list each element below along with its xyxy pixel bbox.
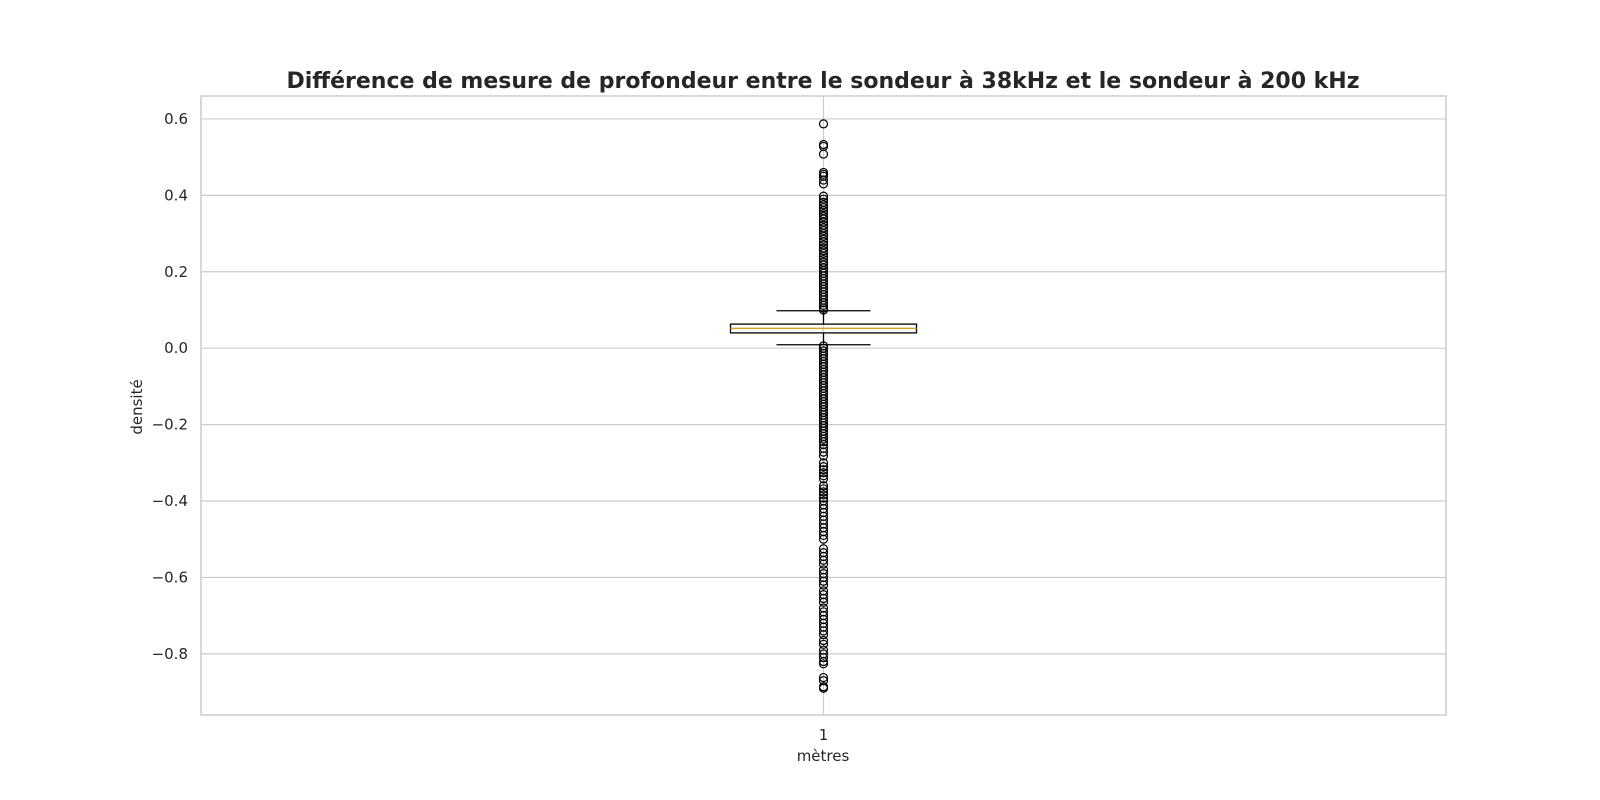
y-tick-label: 0.0 xyxy=(164,339,188,357)
outlier-point xyxy=(818,451,829,461)
outlier-point xyxy=(818,175,829,185)
outlier-point xyxy=(818,555,829,565)
outlier-point xyxy=(818,487,829,497)
chart-title: Différence de mesure de profondeur entre… xyxy=(286,69,1359,94)
plot-frame xyxy=(200,95,1447,716)
outlier-point xyxy=(818,534,829,544)
outlier-point xyxy=(818,434,829,444)
y-tick-label: −0.8 xyxy=(152,645,188,663)
outlier-point xyxy=(818,576,829,586)
y-axis-label: densité xyxy=(128,379,146,434)
outlier-point xyxy=(818,119,829,129)
outlier-point xyxy=(818,490,829,500)
outlier-point xyxy=(818,191,829,201)
outlier-point xyxy=(818,462,829,472)
outlier-point xyxy=(818,437,829,447)
y-tick-label: 0.2 xyxy=(164,263,188,281)
outlier-point xyxy=(818,447,829,457)
outlier-point xyxy=(818,298,829,308)
outlier-point xyxy=(818,672,829,683)
outlier-point xyxy=(818,468,829,478)
y-tick-label: −0.6 xyxy=(152,568,188,586)
outlier-point xyxy=(818,248,829,259)
outlier-point xyxy=(818,530,829,541)
outlier-point xyxy=(818,656,829,667)
x-axis-label: mètres xyxy=(797,747,850,765)
outlier-point xyxy=(818,559,829,569)
outlier-point xyxy=(818,653,829,663)
y-tick-label: 0.4 xyxy=(164,186,188,204)
outlier-point xyxy=(818,493,829,503)
outlier-point xyxy=(818,597,829,607)
y-tick-label: −0.4 xyxy=(152,492,188,510)
y-axis-ticks: 0.6 0.4 0.2 0.0 −0.2 −0.4 −0.6 −0.8 xyxy=(152,110,188,663)
outlier-point xyxy=(818,465,829,475)
outlier-point xyxy=(818,214,829,224)
outlier-point xyxy=(818,471,829,481)
outlier-point xyxy=(818,639,829,649)
outlier-point xyxy=(818,458,829,468)
x-axis-ticks: 1 xyxy=(819,726,829,744)
outlier-point xyxy=(818,593,829,604)
outlier-point xyxy=(818,659,829,669)
outlier-point xyxy=(818,635,829,646)
outlier-point xyxy=(818,231,829,241)
outlier-point xyxy=(818,630,829,640)
outlier-point xyxy=(818,474,829,484)
y-tick-label: −0.2 xyxy=(152,416,188,434)
outlier-point xyxy=(818,179,829,189)
outlier-point xyxy=(818,149,829,159)
outlier-point xyxy=(818,580,829,590)
x-tick-label: 1 xyxy=(819,726,829,744)
box-plot-series xyxy=(729,310,918,346)
outlier-point xyxy=(818,481,829,491)
outlier-point xyxy=(818,225,829,236)
outlier-point xyxy=(818,300,829,310)
outlier-point xyxy=(818,683,829,693)
outlier-point xyxy=(818,484,829,494)
y-tick-label: 0.6 xyxy=(164,110,188,128)
outlier-point xyxy=(818,211,829,221)
outlier-points xyxy=(818,119,829,693)
outlier-point xyxy=(818,305,829,315)
outlier-point xyxy=(818,202,829,213)
outlier-point xyxy=(818,246,829,256)
outlier-point xyxy=(818,234,829,244)
outlier-point xyxy=(818,237,829,247)
outlier-point xyxy=(818,626,829,636)
outlier-point xyxy=(818,200,829,210)
